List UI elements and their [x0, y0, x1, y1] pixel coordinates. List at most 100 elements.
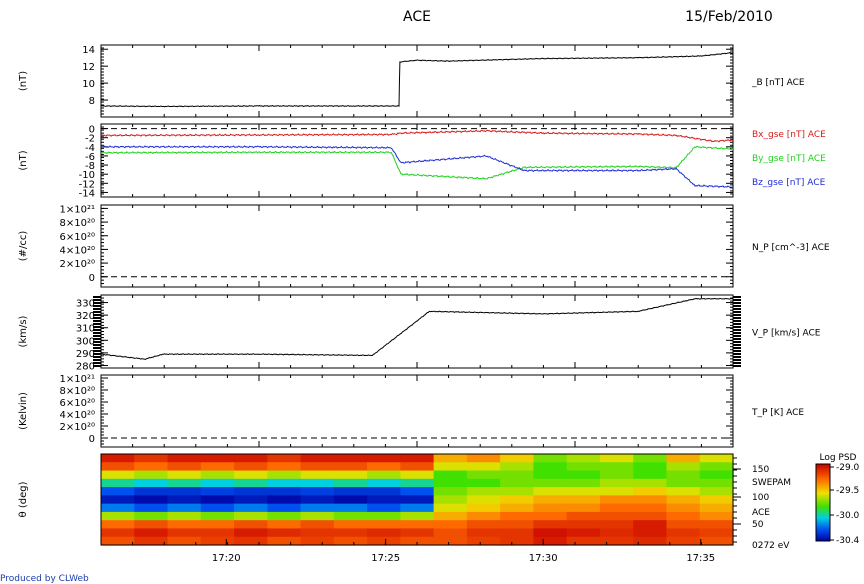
heatmap-cell: [533, 487, 568, 496]
heatmap-cell: [466, 454, 501, 463]
heatmap-cell: [400, 520, 435, 530]
heatmap-cell: [367, 495, 401, 505]
heatmap-cell: [167, 487, 202, 496]
heatmap-cell: [566, 487, 601, 496]
legend-bz-gse: Bz_gse [nT] ACE: [752, 178, 826, 188]
heatmap-cell: [433, 478, 468, 488]
heatmap-cell: [400, 536, 435, 546]
heatmap-cell: [101, 462, 135, 472]
heatmap-cell: [333, 487, 368, 496]
heatmap-cell: [400, 487, 435, 496]
legend-bx-gse: Bx_gse [nT] ACE: [752, 130, 826, 140]
heatmap-cell: [333, 528, 368, 538]
heatmap-right-label: 150: [752, 465, 769, 475]
y-tick-label: -10: [79, 170, 95, 181]
heatmap-cell: [367, 462, 401, 472]
heatmap-cell: [101, 470, 135, 480]
heatmap-cell: [566, 503, 601, 513]
heatmap-cell: [267, 470, 302, 480]
heatmap-cell: [699, 478, 734, 488]
y-tick-label: 1×10²¹: [60, 374, 95, 385]
heatmap-cell: [200, 462, 235, 472]
heatmap-cell: [633, 511, 668, 521]
heatmap-cell: [666, 487, 701, 496]
heatmap-cell: [699, 495, 734, 505]
heatmap-cell: [367, 511, 401, 521]
heatmap-cell: [666, 520, 701, 530]
heatmap-cell: [333, 470, 368, 480]
heatmap-cell: [400, 454, 435, 463]
heatmap-cell: [134, 454, 169, 463]
y-tick-label: 0: [89, 434, 95, 445]
y-tick-label: 320: [76, 311, 95, 322]
heatmap-cell: [101, 487, 135, 496]
side-label: N_P [cm^-3] ACE: [752, 243, 830, 253]
series-line-by-gse: [101, 145, 734, 180]
heatmap-right-label: 50: [752, 520, 764, 530]
y-tick-label: -2: [85, 134, 95, 145]
heatmap-cell: [300, 487, 335, 496]
y-tick-label: 6×10²⁰: [60, 398, 95, 409]
heatmap-cell: [633, 487, 668, 496]
heatmap-cell: [300, 478, 335, 488]
heatmap-cell: [699, 487, 734, 496]
heatmap-cell: [300, 520, 335, 530]
heatmap-cell: [566, 536, 601, 546]
heatmap-cell: [267, 520, 302, 530]
heatmap-cell: [300, 528, 335, 538]
heatmap-cell: [599, 470, 634, 480]
colorbar-tick-label: -29.5: [836, 486, 859, 496]
side-label: V_P [km/s] ACE: [752, 329, 821, 339]
heatmap-cell: [234, 511, 268, 521]
heatmap-cell: [333, 462, 368, 472]
heatmap-cell: [167, 536, 202, 546]
heatmap-cell: [666, 470, 701, 480]
heatmap-cell: [566, 462, 601, 472]
side-label: _B [nT] ACE: [751, 78, 805, 88]
heatmap-cell: [167, 520, 202, 530]
heatmap-cell: [400, 503, 435, 513]
heatmap-cell: [367, 520, 401, 530]
heatmap-cell: [699, 503, 734, 513]
heatmap-cell: [134, 520, 169, 530]
heatmap-cell: [466, 487, 501, 496]
heatmap-cell: [267, 495, 302, 505]
y-tick-label: 0: [89, 125, 95, 136]
series-line-bx-gse: [100, 129, 734, 143]
heatmap-cell: [466, 462, 501, 472]
heatmap-cell: [566, 495, 601, 505]
heatmap-cell: [300, 536, 335, 546]
series-line-panel-4: [100, 297, 734, 360]
heatmap-cell: [466, 478, 501, 488]
heatmap-cell: [500, 503, 535, 513]
heatmap-cell: [433, 520, 468, 530]
heatmap-cell: [633, 478, 668, 488]
panel-5-frame: [100, 374, 734, 448]
heatmap-cell: [333, 454, 368, 463]
heatmap-cell: [533, 478, 568, 488]
heatmap-cell: [633, 495, 668, 505]
heatmap-cell: [433, 511, 468, 521]
heatmap-cell: [599, 462, 634, 472]
heatmap-cell: [400, 462, 435, 472]
heatmap-cell: [466, 495, 501, 505]
colorbar-tick-label: -30.0: [836, 511, 860, 521]
heatmap-cell: [433, 528, 468, 538]
heatmap-cell: [500, 470, 535, 480]
y-tick-label: 4×10²⁰: [60, 245, 95, 256]
heatmap-cell: [267, 454, 302, 463]
heatmap-cell: [167, 511, 202, 521]
heatmap-cell: [699, 520, 734, 530]
figure-date: 15/Feb/2010: [685, 9, 773, 25]
series-line-panel-1: [100, 52, 734, 108]
heatmap-cell: [599, 520, 634, 530]
heatmap-cell: [333, 478, 368, 488]
heatmap-cell: [400, 511, 435, 521]
heatmap-cell: [400, 470, 435, 480]
heatmap-cell: [633, 503, 668, 513]
heatmap-cell: [533, 495, 568, 505]
y-tick-label: 8×10²⁰: [60, 386, 95, 397]
heatmap-cell: [566, 520, 601, 530]
heatmap-cell: [134, 503, 169, 513]
